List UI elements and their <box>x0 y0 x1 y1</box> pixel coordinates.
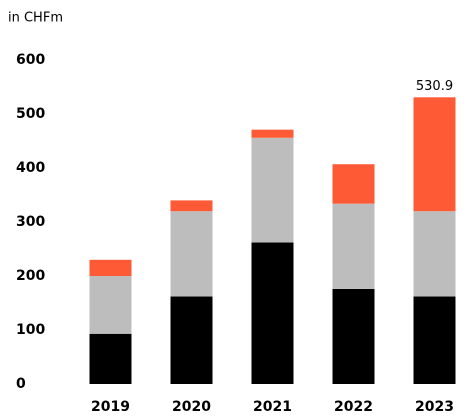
y-tick-label: 400 <box>16 160 45 176</box>
bar-segment <box>251 129 294 138</box>
total-label: 530.9 <box>416 79 453 94</box>
bar-segment <box>413 97 456 212</box>
y-tick-label: 100 <box>16 322 45 338</box>
bar-segment <box>89 276 132 334</box>
y-tick-label: 0 <box>16 376 26 392</box>
bar-segment <box>413 296 456 384</box>
y-tick-label: 200 <box>16 268 45 284</box>
bar-segment <box>170 211 213 297</box>
bar-segment <box>170 200 213 212</box>
x-tick-label: 2022 <box>334 399 373 415</box>
x-tick-label: 2023 <box>415 399 454 415</box>
bar-segment <box>332 203 375 289</box>
x-tick-label: 2021 <box>253 399 292 415</box>
bar-segment <box>170 296 213 384</box>
y-tick-label: 600 <box>16 52 45 68</box>
bar-segment <box>332 288 375 384</box>
y-axis-label: in CHFm <box>8 11 63 26</box>
y-tick-label: 300 <box>16 214 45 230</box>
x-tick-label: 2020 <box>172 399 211 415</box>
bar-segment <box>413 211 456 297</box>
bar-segment <box>332 164 375 204</box>
y-tick-label: 500 <box>16 106 45 122</box>
bar-segment <box>89 259 132 276</box>
bar-segment <box>251 137 294 243</box>
bar-segment <box>89 333 132 384</box>
x-tick-label: 2019 <box>91 399 130 415</box>
bar-segment <box>251 242 294 384</box>
